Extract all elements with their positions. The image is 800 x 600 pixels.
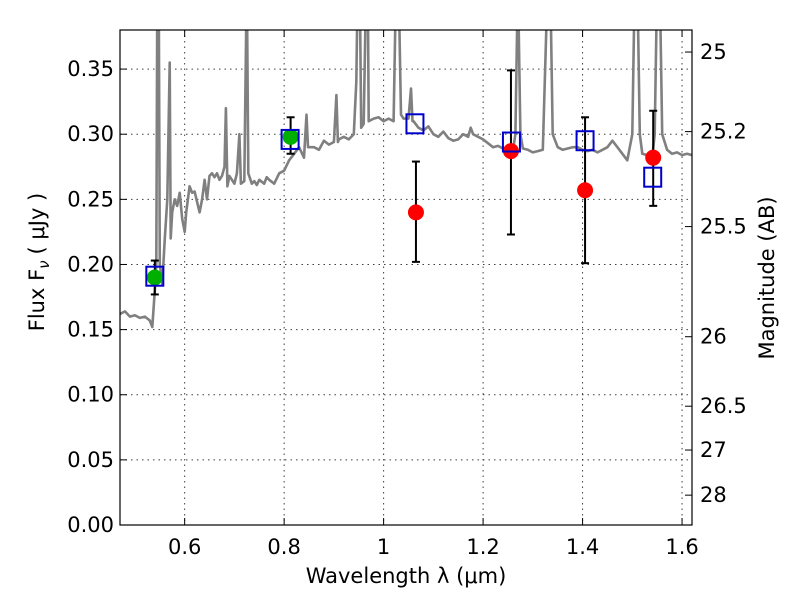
model-boxes bbox=[145, 113, 663, 287]
model-box bbox=[643, 166, 663, 188]
y-axis-right-label: Magnitude (AB) bbox=[755, 196, 779, 359]
right-tick-label: 25.5 bbox=[700, 215, 747, 239]
red-point bbox=[577, 182, 594, 199]
tick-labels: 0.6 0.8 1 1.2 1.4 1.6 0.00 0.05 0.10 0.15 0.20 0.25… bbox=[67, 40, 747, 559]
y-axis-left-label-unit: ( μJy ) bbox=[25, 193, 49, 255]
right-tick-label: 27 bbox=[700, 438, 727, 462]
green-point bbox=[282, 128, 299, 145]
model-box bbox=[575, 130, 595, 152]
model-spectrum-line bbox=[120, 30, 692, 329]
svg-text:Flux Fν( μJy ): Flux Fν ( μJy ) bbox=[25, 193, 53, 332]
y-tick-label: 0.05 bbox=[67, 448, 114, 472]
x-tick-label: 0.6 bbox=[168, 535, 201, 559]
y-tick-label: 0.20 bbox=[67, 252, 114, 276]
right-tick-label: 28 bbox=[700, 483, 727, 507]
green-point bbox=[146, 269, 163, 286]
y-tick-label: 0.10 bbox=[67, 383, 114, 407]
model-box bbox=[501, 131, 521, 153]
red-point bbox=[407, 204, 424, 221]
x-tick-label: 1 bbox=[377, 535, 390, 559]
plot-frame bbox=[119, 29, 693, 526]
right-tick-label: 26.5 bbox=[700, 394, 747, 418]
x-tick-label: 1.4 bbox=[566, 535, 599, 559]
y-tick-label: 0.00 bbox=[67, 513, 114, 537]
grid bbox=[120, 30, 692, 526]
red-point bbox=[645, 149, 662, 166]
model-box bbox=[405, 113, 425, 135]
model-spectrum-layer bbox=[120, 30, 692, 329]
x-axis-label: Wavelength λ (μm) bbox=[306, 564, 507, 588]
right-tick-label: 26 bbox=[700, 325, 727, 349]
model-box bbox=[280, 128, 300, 150]
right-tick-label: 25.2 bbox=[700, 120, 747, 144]
x-tick-label: 1.6 bbox=[665, 535, 698, 559]
model-box bbox=[145, 265, 165, 287]
right-tick-label: 25 bbox=[700, 40, 727, 64]
y-tick-label: 0.35 bbox=[67, 57, 114, 81]
y-axis-left-label-main: Flux F bbox=[25, 269, 49, 331]
ticks bbox=[120, 30, 692, 526]
x-tick-label: 0.8 bbox=[267, 535, 300, 559]
x-tick-label: 1.2 bbox=[466, 535, 499, 559]
y-axis-left-label-sub: ν bbox=[35, 260, 53, 268]
y-axis-left-label: Flux Fν ( μJy ) bbox=[25, 193, 53, 332]
y-tick-label: 0.30 bbox=[67, 122, 114, 146]
y-tick-label: 0.15 bbox=[67, 318, 114, 342]
y-tick-label: 0.25 bbox=[67, 187, 114, 211]
